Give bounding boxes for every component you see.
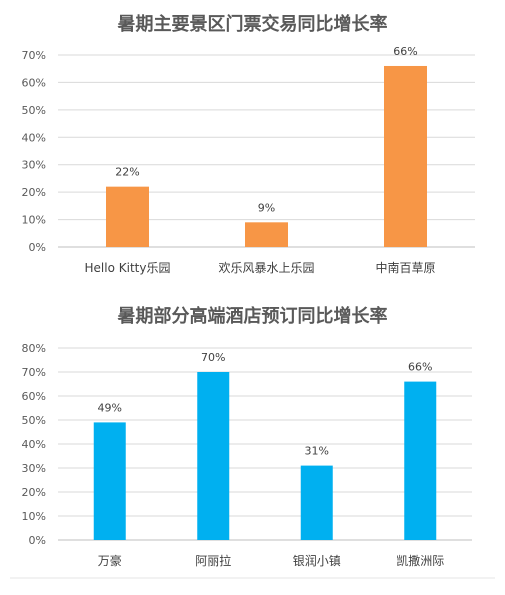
data-label-hotels-1: 70% bbox=[201, 351, 225, 364]
data-label-hotels-2: 31% bbox=[305, 445, 329, 458]
y-tick-label-hotels-6: 60% bbox=[22, 390, 46, 403]
data-label-hotels-3: 66% bbox=[408, 361, 432, 374]
y-tick-label-tickets-5: 50% bbox=[22, 104, 46, 117]
y-tick-label-tickets-1: 10% bbox=[22, 214, 46, 227]
bar-hotels-2 bbox=[300, 465, 333, 540]
bar-tickets-1 bbox=[245, 222, 288, 247]
bar-tickets-2 bbox=[384, 65, 427, 247]
data-label-hotels-0: 49% bbox=[98, 401, 122, 414]
y-tick-label-tickets-0: 0% bbox=[29, 241, 46, 254]
y-tick-label-hotels-1: 10% bbox=[22, 510, 46, 523]
x-category-label-hotels-2: 银润小镇 bbox=[293, 554, 341, 568]
y-tick-label-tickets-3: 30% bbox=[22, 159, 46, 172]
y-tick-label-tickets-4: 40% bbox=[22, 131, 46, 144]
y-tick-label-hotels-3: 30% bbox=[22, 462, 46, 475]
x-category-label-hotels-0: 万豪 bbox=[98, 553, 122, 568]
bar-hotels-3 bbox=[404, 381, 437, 540]
chart-title-ticket-growth: 暑期主要景区门票交易同比增长率 bbox=[117, 14, 388, 35]
chart-title-hotel-growth: 暑期部分高端酒店预订同比增长率 bbox=[117, 306, 388, 327]
y-tick-label-hotels-4: 40% bbox=[22, 438, 46, 451]
y-tick-label-hotels-8: 80% bbox=[22, 342, 46, 355]
y-tick-label-tickets-2: 20% bbox=[22, 186, 46, 199]
bar-hotels-1 bbox=[197, 372, 230, 540]
x-category-label-hotels-1: 阿丽拉 bbox=[195, 553, 231, 568]
data-label-tickets-0: 22% bbox=[115, 166, 139, 179]
data-label-tickets-1: 9% bbox=[258, 201, 275, 214]
x-category-label-tickets-2: 中南百草原 bbox=[375, 260, 435, 275]
x-category-label-hotels-3: 凯撒洲际 bbox=[396, 553, 444, 568]
y-tick-label-hotels-2: 20% bbox=[22, 486, 46, 499]
x-category-label-tickets-0: Hello Kitty乐园 bbox=[85, 261, 171, 275]
bar-hotels-0 bbox=[93, 422, 126, 540]
y-tick-label-tickets-6: 60% bbox=[22, 76, 46, 89]
y-tick-label-hotels-5: 50% bbox=[22, 414, 46, 427]
data-label-tickets-2: 66% bbox=[393, 45, 417, 58]
y-tick-label-hotels-7: 70% bbox=[22, 366, 46, 379]
y-tick-label-tickets-7: 70% bbox=[22, 49, 46, 62]
bar-tickets-0 bbox=[106, 186, 149, 247]
x-category-label-tickets-1: 欢乐风暴水上乐园 bbox=[218, 260, 314, 275]
y-tick-label-hotels-0: 0% bbox=[29, 534, 46, 547]
